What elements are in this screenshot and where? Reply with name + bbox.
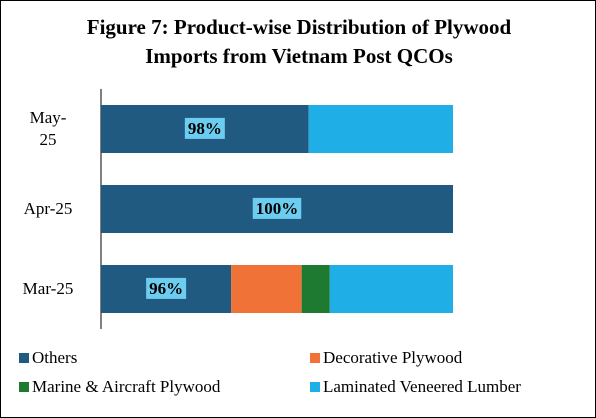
- bar-segment: [231, 265, 302, 313]
- annotation-box: [252, 197, 302, 219]
- bar-segment: [308, 105, 453, 153]
- annotation-label: 100%: [256, 199, 299, 218]
- y-tick-label: May-25: [29, 108, 67, 149]
- legend-swatch: [310, 382, 320, 392]
- legend-label: Laminated Veneered Lumber: [323, 377, 521, 396]
- chart-title: Figure 7: Product-wise Distribution of P…: [86, 15, 512, 68]
- annotation: 100%: [252, 197, 302, 219]
- annotation-label: 96%: [149, 279, 183, 298]
- legend-label: Decorative Plywood: [323, 348, 463, 367]
- annotation: 98%: [184, 117, 225, 139]
- bar-segment: [329, 265, 453, 313]
- legend-label: Marine & Aircraft Plywood: [32, 377, 221, 396]
- legend-swatch: [310, 353, 320, 363]
- y-tick-label: Mar-25: [22, 279, 74, 298]
- y-tick-label: Apr-25: [23, 199, 73, 218]
- annotation-box: [146, 277, 187, 299]
- legend-label: Others: [32, 348, 77, 367]
- annotation-box: [184, 117, 225, 139]
- legend-swatch: [19, 382, 29, 392]
- bar-segment: [301, 265, 330, 313]
- annotation-label: 98%: [188, 119, 222, 138]
- legend-swatch: [19, 353, 29, 363]
- annotation: 96%: [146, 277, 187, 299]
